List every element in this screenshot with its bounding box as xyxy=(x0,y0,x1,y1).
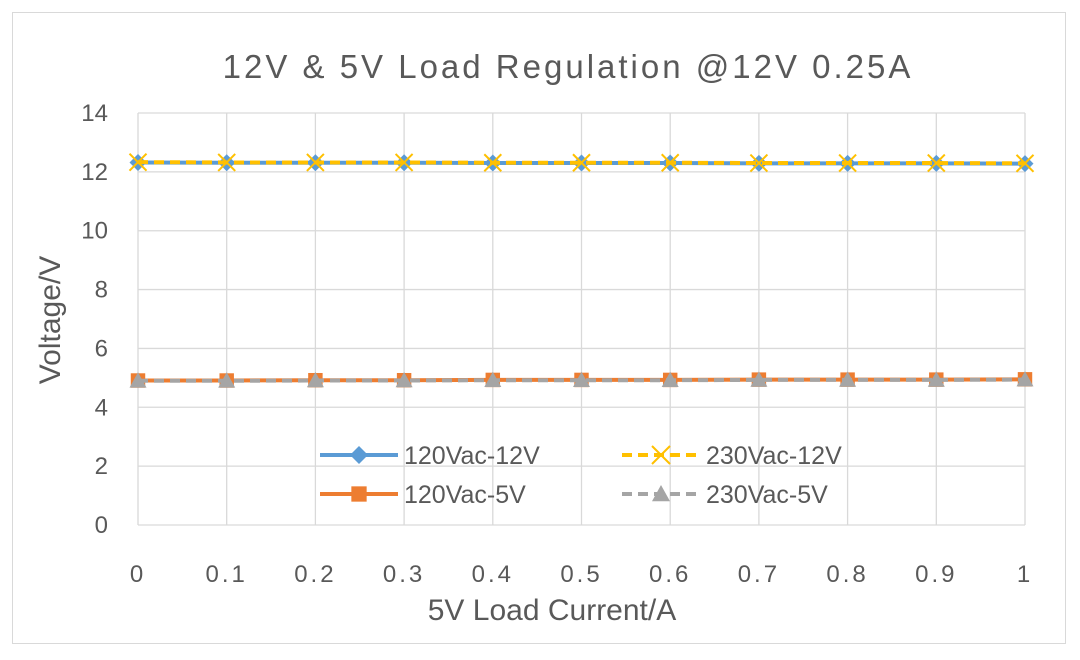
series-group xyxy=(128,152,1035,388)
gridlines xyxy=(137,112,1026,526)
x-marker xyxy=(660,153,680,172)
x-marker xyxy=(749,153,769,173)
x-tick-label: 0.6 xyxy=(649,561,691,588)
triangle-marker xyxy=(484,371,502,388)
square-marker xyxy=(351,486,367,502)
legend-item: 120Vac-12V xyxy=(320,442,540,470)
x-tick-label: 0.2 xyxy=(294,561,336,588)
chart-frame xyxy=(12,12,1066,644)
series-line xyxy=(137,160,1026,166)
triangle-marker xyxy=(927,371,945,387)
legend-item: 120Vac-5V xyxy=(320,481,526,509)
x-tick-label: 0.5 xyxy=(560,561,602,588)
triangle-marker xyxy=(573,371,590,388)
x-tick-label: 0.9 xyxy=(915,561,957,588)
x-tick-label: 0.7 xyxy=(738,561,780,588)
y-axis-title: Voltage/V xyxy=(34,256,67,384)
y-tick-label: 2 xyxy=(95,453,108,480)
x-tick-label: 1 xyxy=(1017,561,1033,588)
y-tick-label: 0 xyxy=(95,512,108,539)
y-tick-labels: 0 2 4 6 8 10 12 14 xyxy=(81,100,108,539)
diamond-marker xyxy=(350,446,368,464)
series-line xyxy=(138,377,1026,383)
triangle-marker xyxy=(750,371,768,387)
triangle-marker xyxy=(306,372,324,388)
x-marker xyxy=(306,153,325,172)
legend-label: 120Vac-5V xyxy=(404,481,526,509)
x-marker xyxy=(651,445,671,465)
y-tick-label: 12 xyxy=(81,159,108,186)
series-230Vac-5V xyxy=(129,371,1034,388)
x-marker xyxy=(572,153,591,172)
triangle-marker xyxy=(395,372,413,388)
y-tick-label: 10 xyxy=(81,218,108,245)
legend: 120Vac-12V 230Vac-12V 120Vac-5V 230Vac-5V xyxy=(320,442,842,509)
x-marker xyxy=(927,153,946,173)
x-marker xyxy=(1015,154,1035,173)
triangle-marker xyxy=(1016,371,1034,387)
legend-item: 230Vac-12V xyxy=(622,442,842,470)
y-tick-label: 8 xyxy=(95,277,108,304)
chart-title: 12V & 5V Load Regulation @12V 0.25A xyxy=(223,48,914,85)
x-tick-label: 0.3 xyxy=(383,561,425,588)
y-tick-label: 14 xyxy=(81,100,108,127)
x-marker xyxy=(217,153,236,172)
triangle-marker xyxy=(652,485,670,502)
x-marker xyxy=(128,152,148,172)
triangle-marker xyxy=(129,372,147,388)
x-marker xyxy=(483,153,503,172)
triangle-marker xyxy=(839,371,857,387)
x-tick-labels: 0 0.1 0.2 0.3 0.4 0.5 0.6 0.7 0.8 0.9 1 xyxy=(130,561,1033,588)
x-axis-title: 5V Load Current/A xyxy=(428,594,676,627)
x-tick-label: 0.1 xyxy=(206,561,248,588)
x-marker xyxy=(838,153,857,173)
y-tick-label: 6 xyxy=(95,335,108,362)
legend-item: 230Vac-5V xyxy=(622,481,828,509)
x-marker xyxy=(394,153,414,172)
legend-label: 230Vac-12V xyxy=(706,442,842,470)
x-tick-label: 0.4 xyxy=(472,561,514,588)
x-tick-label: 0 xyxy=(130,561,146,588)
y-tick-label: 4 xyxy=(95,394,108,421)
legend-label: 120Vac-12V xyxy=(404,442,540,470)
series-230Vac-12V xyxy=(128,152,1035,173)
triangle-marker xyxy=(661,371,679,388)
triangle-marker xyxy=(218,372,236,388)
x-tick-label: 0.8 xyxy=(826,561,868,588)
legend-label: 230Vac-5V xyxy=(706,481,828,509)
